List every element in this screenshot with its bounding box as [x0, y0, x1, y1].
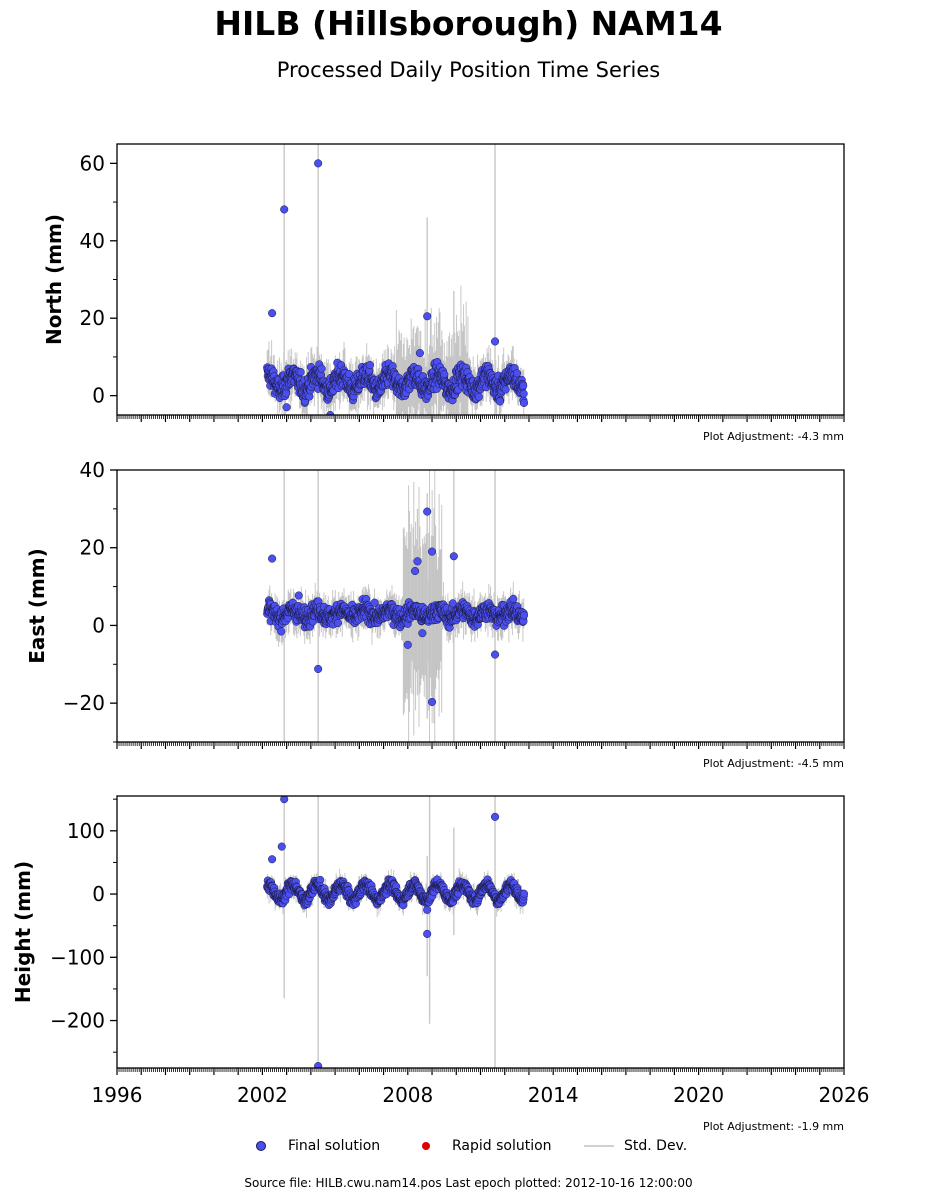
final-solution-point [277, 627, 286, 636]
y-tick-label: 0 [92, 613, 105, 637]
x-tick-label: 2002 [237, 1083, 288, 1107]
outlier-point [418, 629, 427, 638]
outlier-point [268, 309, 277, 318]
x-tick-label: 1996 [92, 1083, 143, 1107]
x-tick-label: 2020 [673, 1083, 724, 1107]
y-tick-label: 0 [92, 384, 105, 408]
panel-0: 0 20 40 60 North (mm) Plot Adjustment: -4.3 m… [42, 143, 845, 443]
outlier-point [411, 566, 420, 576]
outlier-point [326, 410, 335, 415]
outlier-point [490, 812, 500, 821]
plot-area [263, 470, 529, 742]
outlier-point [490, 337, 500, 346]
outlier-point [280, 796, 289, 804]
plot-adjustment-label: Plot Adjustment: -4.5 mm [703, 757, 844, 770]
y-tick-label: 20 [80, 306, 105, 330]
final-solution-point [370, 598, 379, 607]
source-footer: Source file: HILB.cwu.nam14.pos Last epo… [244, 1176, 693, 1190]
plot-area [263, 796, 529, 1068]
std-dev-marker [584, 1145, 614, 1147]
outlier-point [314, 159, 323, 168]
plot-adjustment-label: Plot Adjustment: -4.3 mm [703, 430, 844, 443]
outlier-point [490, 650, 500, 659]
final-solution-point [474, 392, 483, 401]
final-solution-point [333, 618, 342, 628]
final-solution-point [519, 398, 529, 407]
outlier-point [268, 855, 277, 864]
outlier-point [423, 905, 432, 914]
y-tick-label: −100 [50, 945, 105, 969]
panel-2: −200 −100 0 100 1996 2002 2008 2014 2020 2026 Heig… [11, 795, 869, 1133]
outlier-point [495, 397, 504, 406]
legend-std-label: Std. Dev. [624, 1138, 688, 1154]
final-solution-point [317, 364, 326, 373]
outlier-point [423, 312, 432, 321]
outlier-point [427, 547, 437, 556]
legend-item-std: Std. Dev. [584, 1138, 687, 1154]
x-tick-label: 2008 [382, 1083, 433, 1107]
final-solution-point [282, 389, 291, 398]
final-solution-point [296, 368, 305, 377]
legend-rapid-label: Rapid solution [452, 1138, 552, 1154]
plot-area [263, 144, 529, 415]
legend-final-label: Final solution [288, 1138, 381, 1154]
legend: Final solution Rapid solution Std. Dev. [0, 1138, 937, 1158]
outlier-point [449, 552, 458, 561]
final-solution-point [519, 889, 529, 898]
x-tick-label: 2026 [819, 1083, 870, 1107]
final-solution-point [519, 389, 528, 398]
axes-frame [116, 795, 845, 1069]
y-tick-label: 100 [67, 819, 105, 843]
final-solution-point [519, 611, 529, 620]
chart-title: HILB (Hillsborough) NAM14 [214, 4, 723, 43]
final-solution-point [344, 369, 354, 378]
final-solution-point [512, 369, 522, 378]
chart-subtitle: Processed Daily Position Time Series [276, 58, 661, 82]
y-axis-label: North (mm) [42, 214, 66, 345]
y-tick-label: 40 [80, 229, 105, 253]
outlier-point [314, 1062, 323, 1068]
outlier-point [423, 507, 432, 516]
outlier-point [403, 640, 412, 649]
final-solution-point [365, 360, 374, 370]
legend-item-rapid: Rapid solution [422, 1138, 552, 1154]
y-tick-label: 60 [80, 151, 105, 175]
outlier-point [268, 554, 277, 563]
x-tick-label: 2014 [528, 1083, 579, 1107]
y-tick-label: 0 [92, 882, 105, 906]
plot-adjustment-label: Plot Adjustment: -1.9 mm [703, 1120, 844, 1133]
outlier-point [280, 205, 289, 214]
y-axis-label: Height (mm) [11, 861, 35, 1003]
outlier-point [415, 349, 424, 358]
final-solution-marker [256, 1141, 266, 1151]
y-tick-label: 20 [80, 536, 105, 560]
outlier-point [423, 929, 432, 938]
rapid-solution-marker [422, 1142, 430, 1150]
outlier-point [294, 591, 303, 600]
outlier-point [413, 557, 422, 566]
final-solution-point [519, 381, 528, 390]
y-tick-label: −200 [50, 1009, 105, 1033]
outlier-point [427, 697, 437, 707]
outlier-point [282, 403, 291, 412]
outlier-point [314, 664, 323, 673]
outlier-point [277, 842, 286, 851]
panel-1: −20 0 20 40 East (mm) Plot Adjustment: -4.5 m… [25, 458, 845, 770]
y-tick-label: 40 [80, 458, 105, 482]
final-solution-point [501, 385, 510, 394]
legend-item-final: Final solution [256, 1138, 380, 1154]
y-tick-label: −20 [63, 691, 105, 715]
final-solution-point [509, 594, 518, 603]
y-axis-label: East (mm) [25, 548, 49, 664]
